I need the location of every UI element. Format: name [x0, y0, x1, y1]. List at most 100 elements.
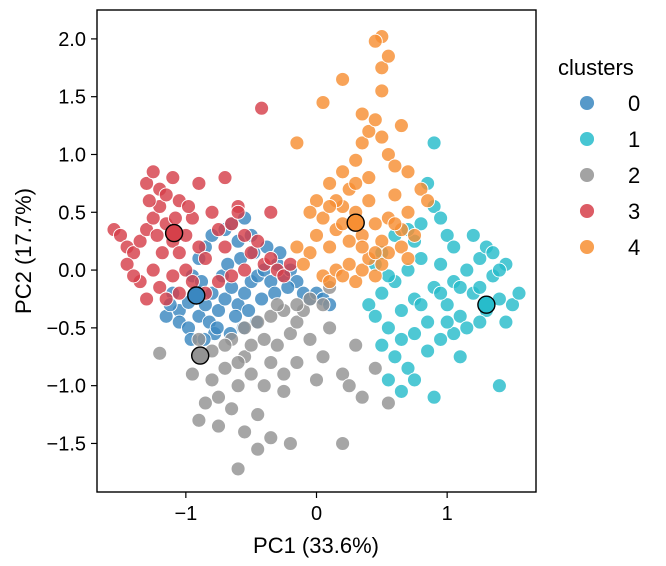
data-point-cluster-4 — [354, 239, 370, 255]
data-point-cluster-4 — [380, 48, 396, 64]
data-point-cluster-1 — [393, 303, 409, 318]
x-axis: −1 0 1 — [174, 492, 453, 525]
data-point-cluster-4 — [400, 204, 416, 220]
data-point-cluster-4 — [354, 135, 370, 151]
data-point-cluster-1 — [420, 314, 436, 330]
data-point-cluster-3 — [119, 256, 135, 272]
data-point-cluster-0 — [254, 291, 270, 307]
data-point-cluster-1 — [380, 372, 396, 388]
data-point-cluster-1 — [446, 239, 462, 255]
data-point-cluster-1 — [446, 326, 462, 342]
data-point-cluster-1 — [491, 378, 507, 394]
data-point-cluster-1 — [413, 251, 429, 266]
data-point-cluster-1 — [367, 308, 383, 324]
data-point-cluster-4 — [361, 123, 377, 139]
data-point-cluster-3 — [165, 268, 181, 284]
data-point-cluster-2 — [263, 308, 279, 324]
data-point-cluster-1 — [439, 297, 455, 313]
data-point-cluster-4 — [374, 129, 390, 145]
data-point-cluster-3 — [149, 227, 165, 243]
data-point-cluster-4 — [322, 199, 338, 214]
data-point-cluster-3 — [276, 268, 292, 284]
data-point-cluster-4 — [309, 193, 324, 209]
data-point-cluster-2 — [322, 320, 338, 336]
data-point-cluster-4 — [361, 193, 377, 209]
x-tick-label: 1 — [442, 503, 453, 525]
y-axis: −1.5 −1.0 −0.5 0.0 0.5 1.0 1.5 2.0 — [47, 29, 97, 455]
data-point-cluster-3 — [254, 100, 270, 116]
data-point-cluster-4 — [302, 245, 318, 261]
data-point-cluster-3 — [282, 256, 298, 272]
data-point-cluster-2 — [237, 320, 253, 336]
data-point-cluster-2 — [354, 389, 370, 405]
data-point-cluster-1 — [433, 210, 449, 226]
data-point-cluster-4 — [380, 245, 396, 261]
data-point-cluster-1 — [387, 349, 403, 365]
legend-label-cluster-1: 1 — [628, 127, 640, 152]
data-point-cluster-2 — [224, 401, 240, 417]
data-point-cluster-0 — [237, 285, 253, 301]
data-point-cluster-1 — [439, 227, 455, 243]
y-tick-label: 0.0 — [58, 260, 86, 282]
data-point-cluster-3 — [224, 216, 240, 232]
data-point-cluster-4 — [322, 175, 338, 191]
legend-marker-cluster-1 — [579, 131, 595, 147]
centroids-layer — [164, 213, 496, 365]
data-point-cluster-2 — [250, 407, 266, 423]
data-point-cluster-4 — [374, 83, 390, 99]
centroid-cluster-3 — [164, 223, 184, 243]
data-point-cluster-1 — [433, 256, 449, 272]
data-point-cluster-2 — [217, 360, 233, 376]
data-point-cluster-2 — [335, 436, 351, 451]
data-point-cluster-2 — [263, 355, 279, 370]
data-point-cluster-2 — [263, 430, 279, 446]
data-point-cluster-4 — [335, 164, 351, 180]
data-point-cluster-2 — [309, 372, 324, 388]
legend: clusters 0 1 2 3 4 — [558, 55, 640, 260]
data-point-cluster-4 — [348, 152, 364, 168]
data-point-cluster-4 — [315, 95, 331, 110]
data-point-cluster-2 — [243, 366, 259, 382]
data-point-cluster-1 — [452, 279, 468, 295]
data-point-cluster-1 — [374, 337, 390, 353]
data-point-cluster-2 — [341, 378, 357, 394]
data-point-cluster-3 — [126, 268, 142, 284]
data-point-cluster-2 — [289, 355, 305, 370]
data-point-cluster-4 — [367, 112, 383, 128]
data-point-cluster-4 — [380, 147, 396, 162]
centroid-cluster-0 — [187, 286, 206, 305]
data-point-cluster-1 — [452, 349, 468, 365]
data-point-cluster-4 — [341, 256, 357, 272]
data-point-cluster-1 — [491, 262, 507, 278]
data-point-cluster-1 — [420, 343, 436, 359]
data-point-cluster-1 — [485, 245, 501, 261]
data-point-cluster-1 — [361, 297, 377, 313]
data-point-cluster-2 — [289, 297, 305, 313]
data-point-cluster-4 — [354, 262, 370, 278]
data-point-cluster-3 — [197, 251, 213, 266]
data-point-cluster-4 — [374, 60, 390, 76]
data-point-cluster-3 — [263, 251, 279, 266]
data-point-cluster-4 — [407, 227, 422, 243]
x-tick-label: −1 — [174, 503, 197, 525]
data-point-cluster-4 — [295, 256, 311, 272]
legend-label-cluster-2: 2 — [628, 163, 640, 188]
data-point-cluster-2 — [335, 366, 351, 382]
data-point-cluster-2 — [204, 372, 220, 388]
data-point-cluster-1 — [433, 331, 449, 347]
legend-title: clusters — [558, 55, 634, 80]
legend-label-cluster-3: 3 — [628, 199, 640, 224]
data-point-cluster-2 — [237, 424, 253, 440]
data-point-cluster-1 — [439, 314, 455, 330]
data-point-cluster-2 — [269, 337, 285, 353]
data-point-cluster-1 — [413, 216, 429, 232]
data-point-cluster-2 — [230, 461, 246, 477]
data-point-cluster-3 — [263, 204, 279, 220]
data-point-cluster-2 — [250, 441, 266, 457]
data-point-cluster-3 — [113, 227, 128, 243]
data-point-cluster-3 — [191, 175, 207, 191]
data-point-cluster-1 — [393, 331, 409, 347]
data-point-cluster-2 — [211, 418, 226, 434]
data-point-cluster-4 — [420, 193, 436, 209]
